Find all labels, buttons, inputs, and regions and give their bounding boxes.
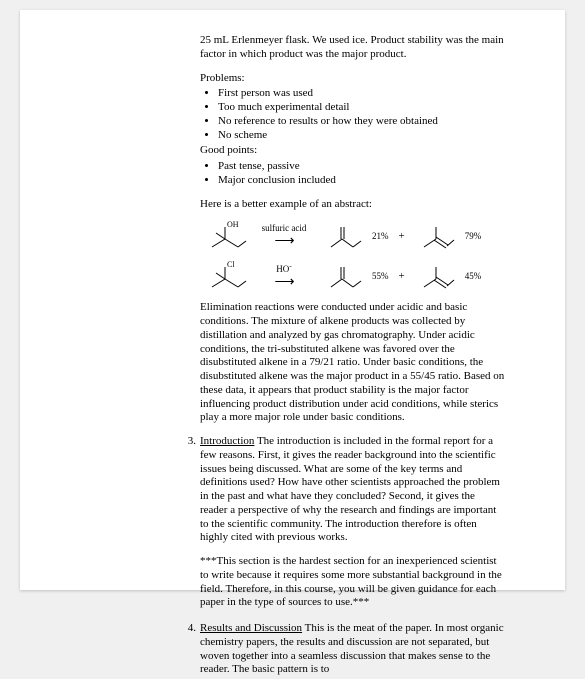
reactant-1: OH [200,219,250,253]
reaction-row-2: Cl HO- ⟶ 55% + [200,259,505,293]
reaction-row-1: OH sulfuric acid ⟶ 21% [200,219,505,253]
reagent-label-1: sulfuric acid ⟶ [250,223,318,250]
section-3-title: Introduction [200,435,254,447]
list-item: Major conclusion included [218,174,505,188]
elimination-paragraph: Elimination reactions were conducted und… [200,301,505,425]
product-2a [318,261,368,291]
section-3-note: ***This section is the hardest section f… [200,555,505,610]
svg-text:Cl: Cl [227,260,235,269]
arrow-icon: ⟶ [274,275,293,290]
reaction-scheme: OH sulfuric acid ⟶ 21% [200,219,505,293]
section-4: 4. Results and Discussion This is the me… [80,622,505,679]
arrow-icon: ⟶ [274,234,293,249]
product-2b [411,261,461,291]
document-page: 25 mL Erlenmeyer flask. We used ice. Pro… [20,10,565,590]
intro-paragraph: 25 mL Erlenmeyer flask. We used ice. Pro… [200,34,505,62]
list-item: No reference to results or how they were… [218,115,505,129]
percent-1a: 21% [372,231,389,241]
better-example-intro: Here is a better example of an abstract: [200,198,505,212]
section-4-paragraph: Results and Discussion This is the meat … [200,622,505,677]
goodpoints-list: Past tense, passive Major conclusion inc… [218,160,505,188]
percent-2a: 55% [372,271,389,281]
problems-list: First person was used Too much experimen… [218,87,505,142]
svg-text:OH: OH [227,220,239,229]
list-item: No scheme [218,129,505,143]
list-item: First person was used [218,87,505,101]
product-1a [318,221,368,251]
section-number: 3. [178,435,196,612]
product-1b [411,221,461,251]
goodpoints-heading: Good points: [200,144,505,158]
section-number: 4. [178,622,196,679]
list-item: Past tense, passive [218,160,505,174]
problems-heading: Problems: [200,72,505,86]
section-3: 3. Introduction The introduction is incl… [80,435,505,612]
section-4-title: Results and Discussion [200,622,302,634]
list-item: Too much experimental detail [218,101,505,115]
content-column: 25 mL Erlenmeyer flask. We used ice. Pro… [200,34,505,425]
reagent-label-2: HO- ⟶ [250,261,318,291]
reactant-2: Cl [200,259,250,293]
percent-2b: 45% [465,271,482,281]
percent-1b: 79% [465,231,482,241]
plus-icon: + [399,230,405,242]
plus-icon: + [399,270,405,282]
section-3-paragraph: Introduction The introduction is include… [200,435,505,545]
